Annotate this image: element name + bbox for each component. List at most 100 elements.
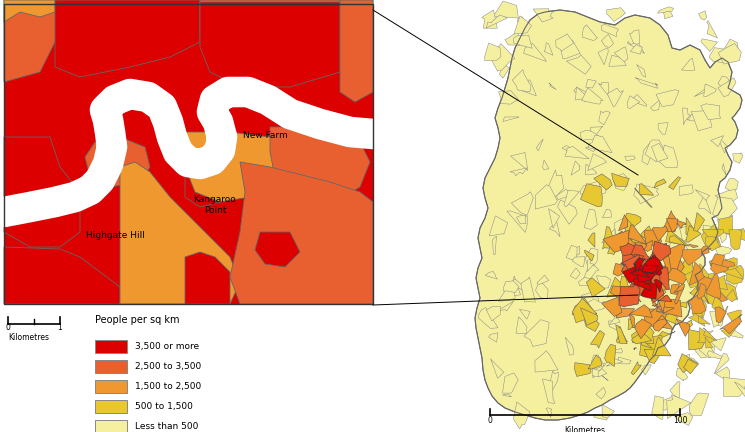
Polygon shape (544, 43, 553, 55)
Polygon shape (549, 212, 560, 237)
Text: 3,500 or more: 3,500 or more (135, 342, 199, 351)
Polygon shape (646, 268, 655, 271)
Polygon shape (594, 369, 609, 381)
Polygon shape (492, 236, 496, 254)
Polygon shape (688, 311, 705, 326)
Polygon shape (180, 132, 280, 202)
Polygon shape (519, 309, 530, 319)
Polygon shape (621, 264, 628, 274)
Polygon shape (675, 287, 684, 304)
Polygon shape (588, 355, 602, 369)
Polygon shape (656, 90, 679, 107)
Polygon shape (699, 195, 711, 214)
Polygon shape (513, 70, 531, 92)
Polygon shape (586, 164, 597, 175)
Polygon shape (668, 237, 688, 256)
Polygon shape (615, 47, 628, 62)
Polygon shape (723, 271, 739, 290)
Polygon shape (572, 298, 597, 322)
Polygon shape (583, 262, 599, 281)
Polygon shape (499, 65, 510, 78)
Polygon shape (631, 362, 641, 375)
Polygon shape (714, 278, 738, 300)
Polygon shape (588, 135, 612, 152)
Polygon shape (718, 137, 728, 153)
Polygon shape (574, 362, 591, 376)
Polygon shape (634, 259, 647, 270)
Polygon shape (628, 257, 644, 278)
Polygon shape (598, 368, 607, 377)
Polygon shape (721, 306, 728, 322)
Polygon shape (644, 307, 667, 329)
Polygon shape (691, 273, 714, 285)
Polygon shape (603, 209, 612, 218)
Polygon shape (650, 297, 657, 307)
Polygon shape (634, 263, 641, 273)
Polygon shape (624, 232, 634, 243)
Polygon shape (693, 307, 706, 318)
Polygon shape (542, 160, 549, 169)
Polygon shape (660, 145, 677, 168)
Polygon shape (691, 111, 712, 131)
Polygon shape (630, 314, 635, 328)
Polygon shape (577, 246, 580, 255)
Polygon shape (653, 278, 668, 296)
Polygon shape (562, 146, 571, 152)
Polygon shape (694, 213, 705, 231)
Polygon shape (701, 39, 717, 51)
Polygon shape (644, 349, 664, 364)
Polygon shape (548, 209, 559, 228)
Polygon shape (720, 314, 742, 334)
Polygon shape (714, 353, 729, 374)
Polygon shape (670, 381, 680, 398)
Polygon shape (689, 393, 708, 416)
Polygon shape (707, 20, 717, 38)
Polygon shape (591, 330, 604, 348)
Polygon shape (533, 9, 553, 22)
Polygon shape (652, 396, 663, 420)
Polygon shape (536, 139, 543, 151)
Polygon shape (725, 179, 738, 191)
Polygon shape (630, 235, 650, 251)
Polygon shape (688, 244, 698, 248)
Polygon shape (644, 280, 661, 293)
Text: 0: 0 (5, 323, 10, 332)
Polygon shape (616, 335, 628, 343)
Polygon shape (545, 170, 563, 197)
Polygon shape (694, 87, 709, 97)
Bar (4, 4, 373, 304)
Polygon shape (643, 191, 650, 196)
Polygon shape (565, 337, 574, 355)
Polygon shape (726, 265, 744, 284)
Polygon shape (517, 17, 527, 25)
Bar (95, 360, 127, 373)
Polygon shape (653, 319, 668, 331)
Polygon shape (600, 277, 608, 291)
Polygon shape (4, 247, 120, 304)
Polygon shape (606, 359, 623, 366)
Polygon shape (685, 226, 701, 242)
Polygon shape (703, 330, 713, 337)
Polygon shape (668, 254, 678, 273)
Polygon shape (700, 298, 707, 320)
Polygon shape (713, 275, 728, 290)
Text: Highgate Hill: Highgate Hill (86, 231, 145, 239)
Polygon shape (718, 76, 729, 89)
Polygon shape (644, 257, 662, 274)
Polygon shape (654, 286, 666, 297)
Polygon shape (718, 78, 736, 97)
Polygon shape (618, 215, 628, 231)
Text: Less than 500: Less than 500 (135, 422, 198, 431)
Polygon shape (572, 257, 585, 267)
Polygon shape (659, 313, 677, 324)
Polygon shape (632, 330, 652, 344)
Polygon shape (609, 55, 627, 67)
Polygon shape (674, 219, 686, 228)
Polygon shape (712, 292, 723, 311)
Polygon shape (602, 229, 618, 243)
Polygon shape (614, 218, 625, 235)
Polygon shape (635, 78, 658, 88)
Text: Kangaroo
Point: Kangaroo Point (194, 195, 236, 215)
Polygon shape (644, 309, 659, 319)
Polygon shape (605, 344, 616, 367)
